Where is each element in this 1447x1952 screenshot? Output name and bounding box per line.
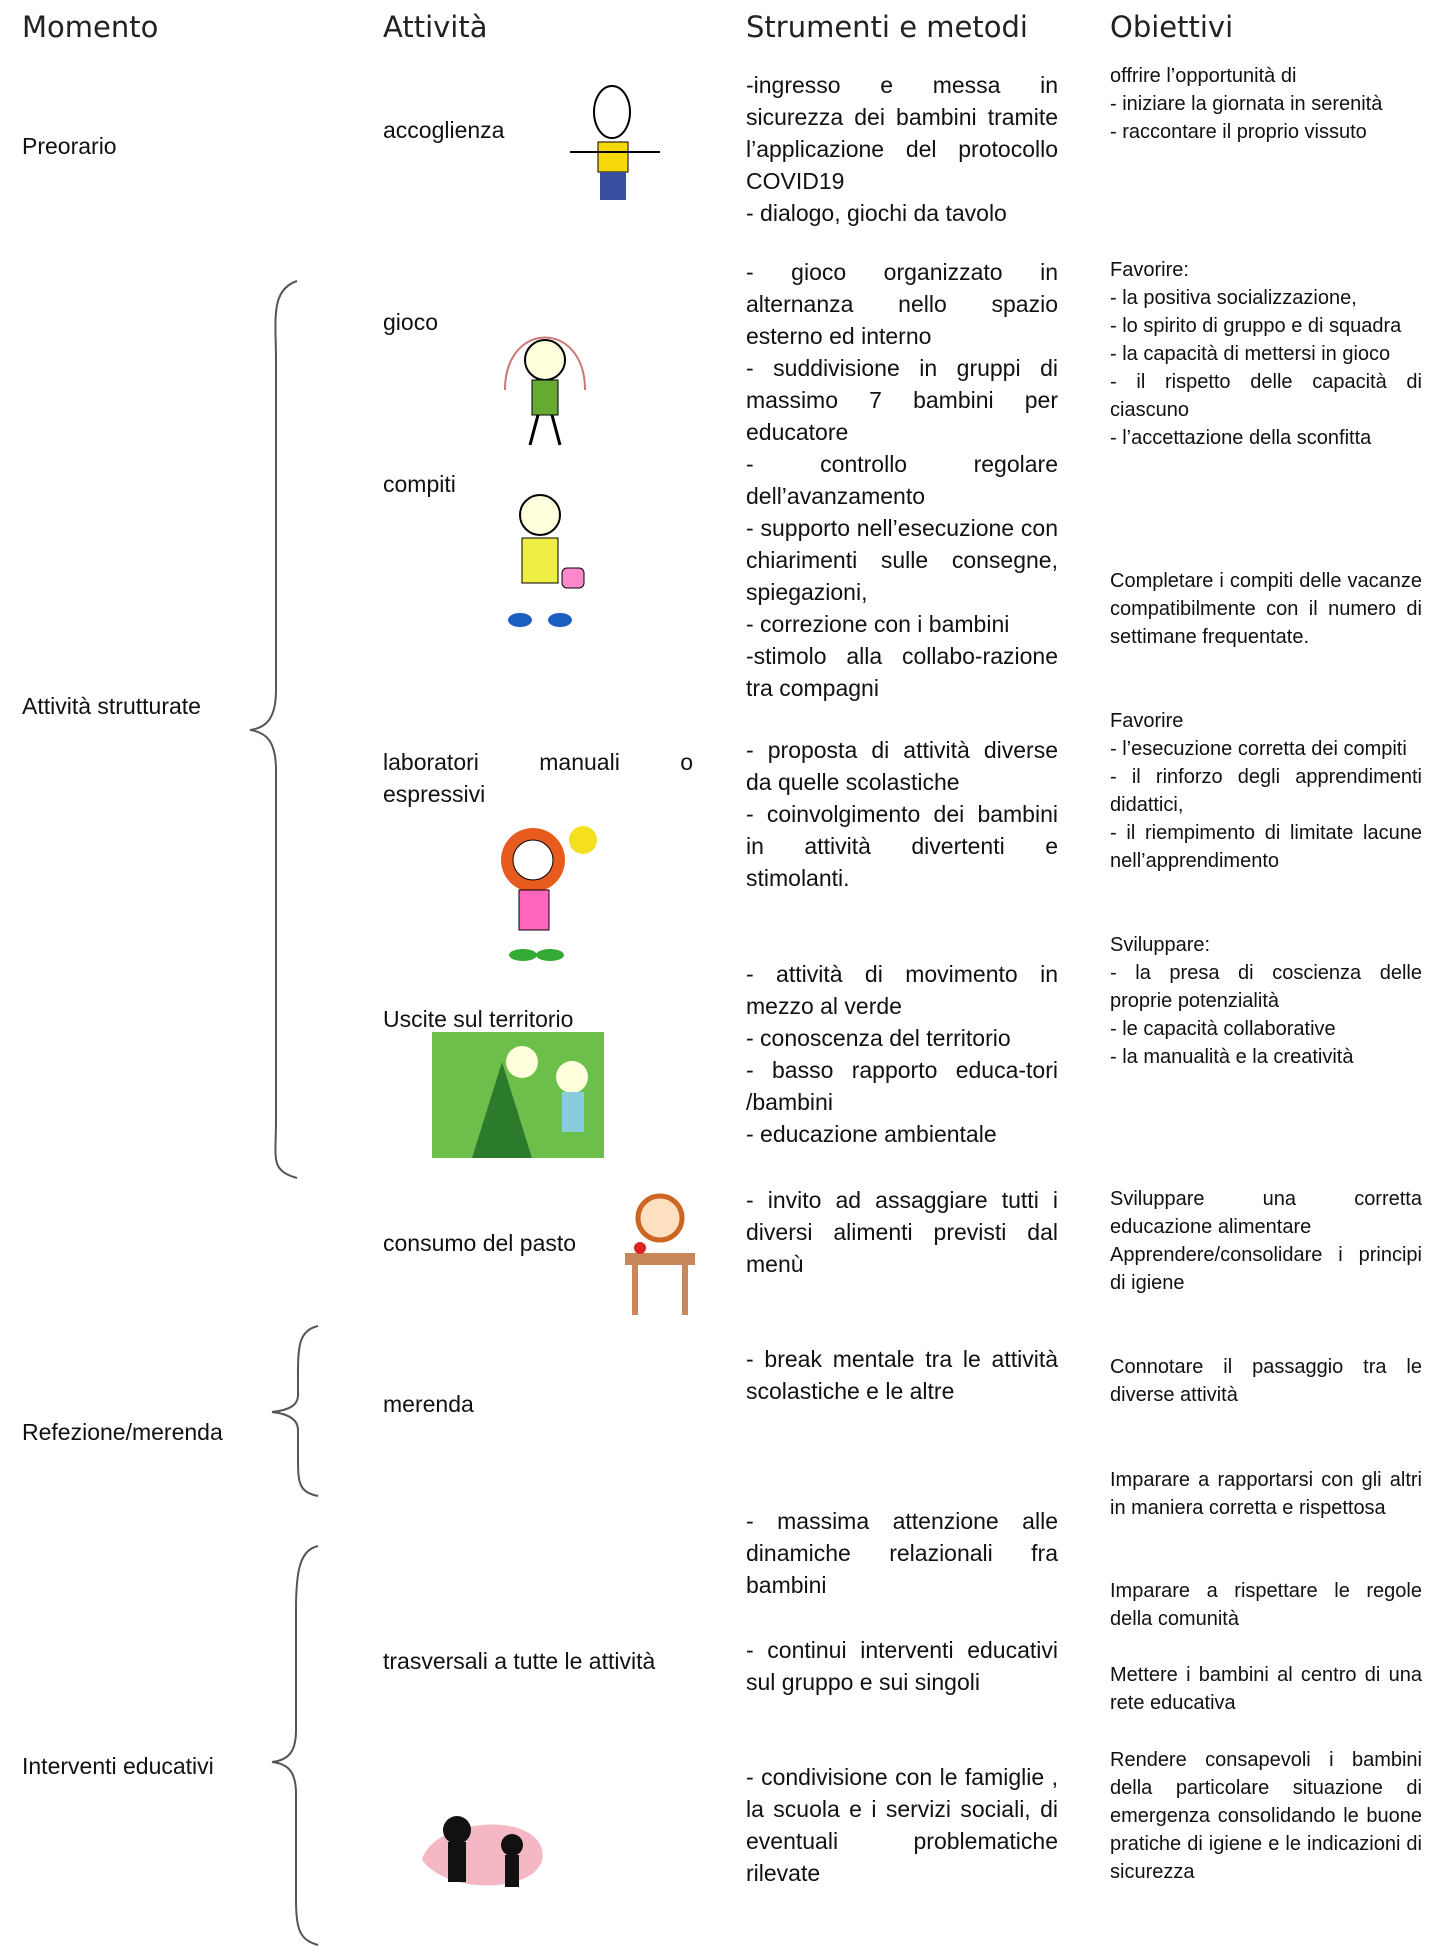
obiettivi-block: offrire l’opportunità di - iniziare la gi… [1110,62,1422,146]
item: -stimolo alla collabo-razione tra compag… [746,643,1058,701]
item: - controllo regolare dell’avanzamento [746,451,1058,509]
strumenti-block: - massima attenzione alle dinamiche rela… [746,1505,1058,1601]
item: - iniziare la giornata in serenità [1110,93,1383,115]
obiettivi-block: Sviluppare: - la presa di coscienza delle… [1110,931,1422,1071]
strumenti-block: - invito ad assaggiare tutti i diversi a… [746,1184,1058,1280]
obiettivi-block: Imparare a rapportarsi con gli altri in … [1110,1466,1422,1522]
activity: Uscite sul territorio [383,1006,574,1032]
item: - gioco organizzato in alternanza nello … [746,259,1058,349]
item: - la capacità di mettersi in gioco [1110,343,1391,365]
header: Strumenti e metodi [746,10,1028,44]
strumenti-block: - continui interventi educativi sul grup… [746,1634,1058,1698]
item: - continui interventi educativi sul grup… [746,1637,1058,1695]
item: Imparare a rispettare le regole della co… [1110,1580,1422,1630]
moment: Attività strutturate [22,693,201,719]
item: - la manualità e la creatività [1110,1046,1354,1068]
item: Connotare il passaggio tra le diverse at… [1110,1356,1422,1406]
header: Obiettivi [1110,10,1234,44]
activity: compiti [383,471,456,497]
header: Attività [383,10,488,44]
illustration [625,1193,695,1315]
item: - le capacità collaborative [1110,1018,1336,1040]
item: - break mentale tra le attività scolasti… [746,1346,1058,1404]
item: - coinvolgimento dei bambini in attività… [746,801,1058,891]
item: - suddivisione in gruppi di massimo 7 ba… [746,355,1058,445]
item: - la presa di coscienza delle proprie po… [1110,962,1422,1012]
item: - l’esecuzione corretta dei compiti [1110,738,1407,760]
obiettivi-block: Sviluppare una corretta educazione alime… [1110,1185,1422,1297]
item: - raccontare il proprio vissuto [1110,121,1367,143]
item: Mettere i bambini al centro di una rete … [1110,1664,1422,1714]
activity: accoglienza [383,117,505,143]
item: - supporto nell’esecuzione con chiarimen… [746,515,1058,605]
item: Sviluppare: [1110,934,1211,956]
moment: Preorario [22,133,117,159]
illustration [570,85,660,200]
obiettivi-block: Favorire - l’esecuzione corretta dei comp… [1110,707,1422,875]
strumenti-block: - condivisione con le famiglie , la scuo… [746,1761,1058,1889]
item: - il rispetto delle capacità di ciascuno [1110,371,1422,421]
item: Favorire [1110,710,1184,732]
item: - massima attenzione alle dinamiche rela… [746,1508,1058,1598]
strumenti-block: - gioco organizzato in alternanza nello … [746,256,1058,704]
activity: merenda [383,1391,474,1417]
strumenti-block: - attività di movimento in mezzo al verd… [746,958,1058,1150]
item: - conoscenza del territorio [746,1025,1011,1051]
item: - dialogo, giochi da tavolo [746,200,1007,226]
obiettivi-block: Mettere i bambini al centro di una rete … [1110,1661,1422,1717]
activity: gioco [383,309,438,335]
item: Completare i compiti delle vacanze compa… [1110,570,1422,648]
item: - l’accettazione della sconfitta [1110,427,1372,449]
moment: Refezione/merenda [22,1419,223,1445]
illustration [508,494,585,627]
obiettivi-block: Favorire: - la positiva socializzazione, -… [1110,256,1422,452]
obiettivi-block: Rendere consapevoli i bambini della part… [1110,1746,1422,1886]
illustration [432,1032,604,1158]
obiettivi-block: Imparare a rispettare le regole della co… [1110,1577,1422,1633]
illustration [504,336,586,446]
item: - basso rapporto educa-tori /bambini [746,1057,1058,1115]
activity: trasversali a tutte le attività [383,1648,656,1674]
activity: laboratori manuali o espressivi [383,749,693,807]
strumenti-block: -ingresso e messa in sicurezza dei bambi… [746,69,1058,229]
activity: consumo del pasto [383,1230,577,1256]
item: - correzione con i bambini [746,611,1010,637]
illustration [501,826,597,961]
item: - invito ad assaggiare tutti i diversi a… [746,1187,1058,1277]
item: - la positiva socializzazione, [1110,287,1357,309]
header: Momento [22,10,159,44]
item: Sviluppare una corretta educazione alime… [1110,1188,1422,1238]
item: - condivisione con le famiglie , la scuo… [746,1764,1058,1886]
obiettivi-block: Completare i compiti delle vacanze compa… [1110,567,1422,651]
item: - il riempimento di limitate lacune nell… [1110,822,1422,872]
moment: Interventi educativi [22,1753,214,1779]
item: Apprendere/consolidare i principi di igi… [1110,1244,1422,1294]
strumenti-block: - break mentale tra le attività scolasti… [746,1343,1058,1407]
item: offrire l’opportunità di [1110,65,1297,87]
item: Imparare a rapportarsi con gli altri in … [1110,1469,1422,1519]
strumenti-block: - proposta di attività diverse da quelle… [746,734,1058,894]
item: -ingresso e messa in sicurezza dei bambi… [746,72,1058,194]
item: - il rinforzo degli apprendimenti didatt… [1110,766,1422,816]
item: Favorire: [1110,259,1189,281]
item: - educazione ambientale [746,1121,997,1147]
illustration [422,1816,543,1887]
item: Rendere consapevoli i bambini della part… [1110,1749,1422,1883]
item: - proposta di attività diverse da quelle… [746,737,1058,795]
item: - lo spirito di gruppo e di squadra [1110,315,1402,337]
obiettivi-block: Connotare il passaggio tra le diverse at… [1110,1353,1422,1409]
item: - attività di movimento in mezzo al verd… [746,961,1058,1019]
